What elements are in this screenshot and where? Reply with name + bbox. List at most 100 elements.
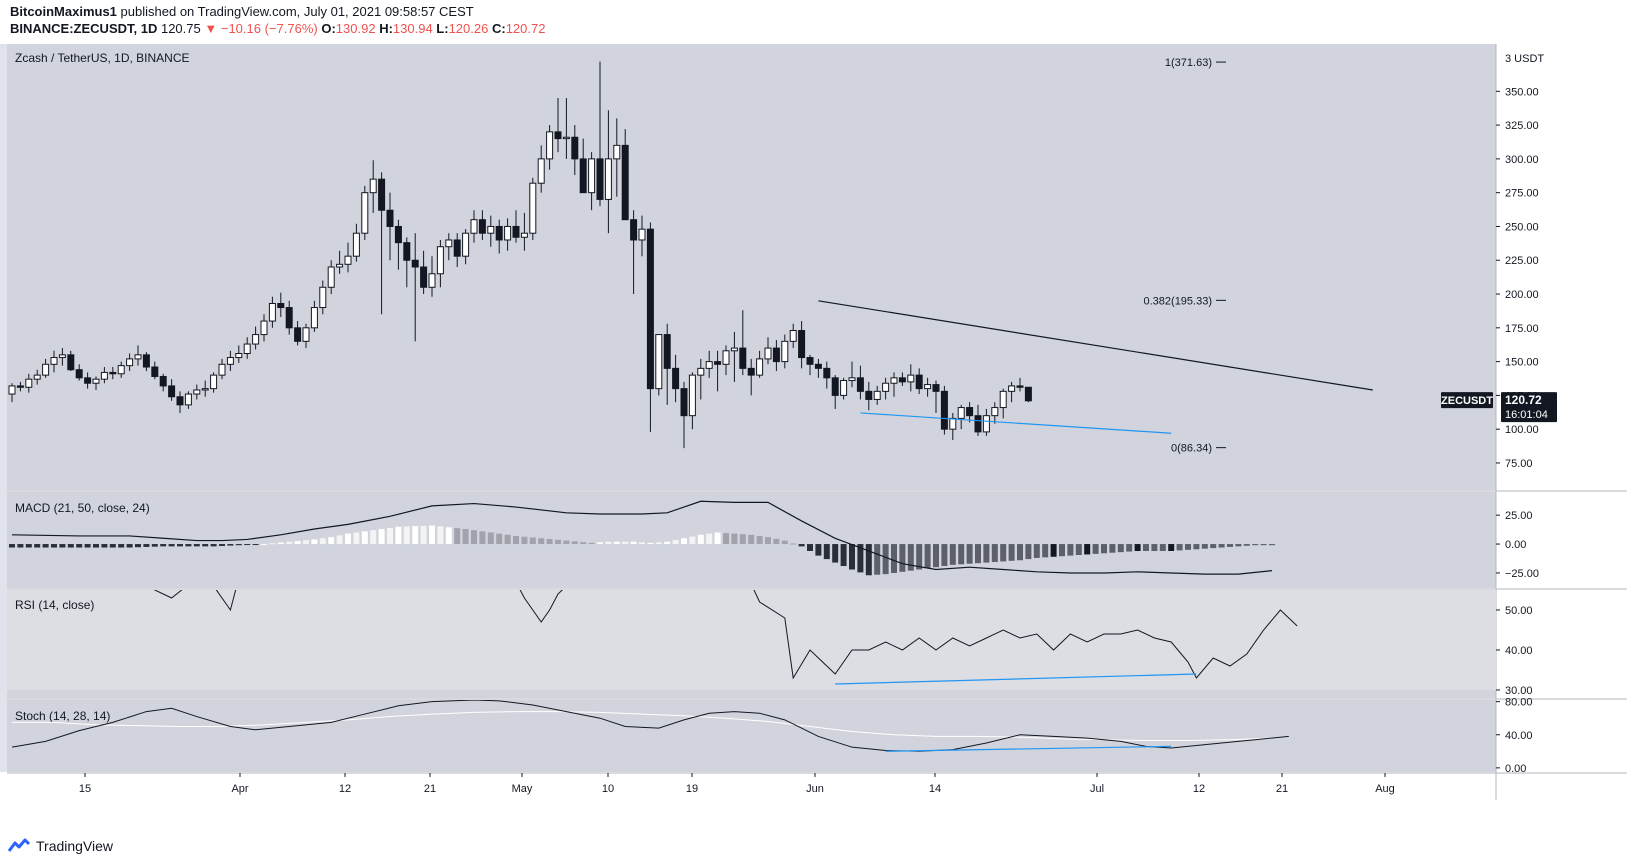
rsi-axis-label: 50.00 — [1505, 605, 1533, 617]
candle-body — [352, 232, 360, 257]
bear-candle — [75, 364, 83, 381]
candle-body — [856, 377, 864, 392]
macd-histogram-bar — [25, 544, 32, 548]
macd-histogram-bar — [202, 544, 209, 547]
bull-candle — [50, 350, 58, 373]
macd-histogram-bar — [1109, 544, 1116, 553]
candle-body — [193, 389, 201, 395]
macd-histogram-bar — [882, 544, 889, 575]
macd-histogram-bar — [193, 544, 200, 547]
macd-histogram-bar — [832, 544, 839, 563]
candle-body — [134, 354, 142, 360]
macd-histogram-bar — [185, 544, 192, 547]
bull-candle — [319, 280, 327, 315]
bear-candle — [714, 350, 722, 392]
stoch-axis-label: 80.00 — [1505, 697, 1533, 709]
rsi-line — [153, 590, 1298, 680]
bull-candle — [235, 345, 243, 363]
candle-body — [588, 158, 596, 194]
macd-histogram-bar — [370, 530, 377, 545]
high-value: 130.94 — [392, 21, 433, 36]
candle-body — [688, 374, 696, 417]
tradingview-footer[interactable]: TradingView — [8, 838, 113, 854]
macd-pane-title: MACD (21, 50, close, 24) — [15, 501, 150, 515]
trendline-support — [860, 412, 1172, 434]
macd-histogram-bar — [471, 530, 477, 545]
bear-candle — [680, 381, 688, 449]
macd-histogram-bar — [916, 544, 923, 570]
macd-histogram-bar — [605, 541, 612, 545]
candle-body — [310, 307, 318, 329]
bull-candle — [840, 377, 848, 400]
bull-candle — [243, 337, 251, 359]
macd-histogram-bar — [345, 533, 351, 545]
bear-candle — [940, 385, 948, 435]
macd-histogram-bar — [42, 544, 49, 548]
macd-histogram-bar — [1143, 544, 1149, 551]
macd-histogram-bar — [219, 544, 225, 546]
author-name[interactable]: BitcoinMaximus1 — [10, 4, 117, 19]
bull-candle — [907, 364, 915, 392]
bull-candle — [252, 326, 260, 350]
bull-candle — [504, 218, 512, 251]
candle-body — [562, 136, 570, 140]
macd-histogram-bar — [723, 533, 729, 545]
macd-histogram-bar — [588, 542, 595, 545]
bull-candle — [688, 372, 696, 430]
candle-body — [126, 358, 134, 367]
macd-histogram-bar — [261, 544, 267, 546]
macd-histogram-bar — [1159, 544, 1166, 551]
candle-body — [75, 369, 83, 379]
bear-candle — [672, 354, 680, 403]
rsi-axis-label: 30.00 — [1505, 685, 1533, 697]
macd-histogram-bar — [17, 544, 24, 548]
current-price-label: 120.72 — [1505, 393, 1542, 407]
macd-histogram-bar — [387, 527, 393, 545]
rsi-support-trendline — [835, 673, 1197, 685]
candle-body — [949, 417, 957, 430]
bull-candle — [697, 358, 705, 400]
candle-body — [848, 377, 856, 382]
bull-candle — [134, 345, 142, 366]
candle-body — [932, 384, 940, 392]
macd-histogram-bar — [807, 544, 813, 551]
bear-candle — [856, 365, 864, 400]
candle-body — [243, 343, 251, 354]
macd-histogram-bar — [1252, 544, 1259, 546]
candle-body — [999, 390, 1007, 409]
price-axis-label: 250.00 — [1505, 221, 1539, 233]
bear-candle — [772, 339, 780, 372]
macd-histogram-bar — [975, 544, 981, 564]
symbol-label: ZECUSDT — [1441, 395, 1493, 407]
macd-histogram-bar — [563, 540, 570, 545]
bull-candle — [764, 337, 772, 365]
candle-body — [453, 239, 461, 257]
price-axis-label: 350.00 — [1505, 86, 1539, 98]
macd-histogram-bar — [487, 532, 494, 545]
macd-axis-label: −25.00 — [1505, 568, 1539, 580]
stoch-support-trendline — [885, 745, 1172, 752]
bull-candle — [462, 229, 470, 265]
macd-histogram-bar — [303, 540, 309, 545]
candle-body — [218, 363, 226, 376]
bear-candle — [663, 323, 671, 405]
candle-body — [285, 307, 293, 329]
bull-candle — [100, 367, 108, 384]
bull-candle — [369, 160, 377, 213]
bull-candle — [117, 361, 125, 378]
time-axis-label: 15 — [79, 783, 91, 795]
macd-histogram-bar — [655, 542, 662, 545]
macd-histogram-bar — [840, 544, 847, 567]
candle-body — [16, 385, 24, 388]
candle-body — [50, 357, 58, 365]
bear-candle — [823, 361, 831, 389]
candle-body — [529, 182, 537, 234]
candle-body — [672, 367, 680, 390]
bull-candle — [982, 408, 990, 436]
candle-body — [436, 246, 444, 275]
macd-histogram-bar — [1218, 544, 1225, 548]
open-value: 130.92 — [335, 21, 376, 36]
bear-candle — [646, 222, 654, 432]
macd-histogram-bar — [34, 544, 41, 548]
